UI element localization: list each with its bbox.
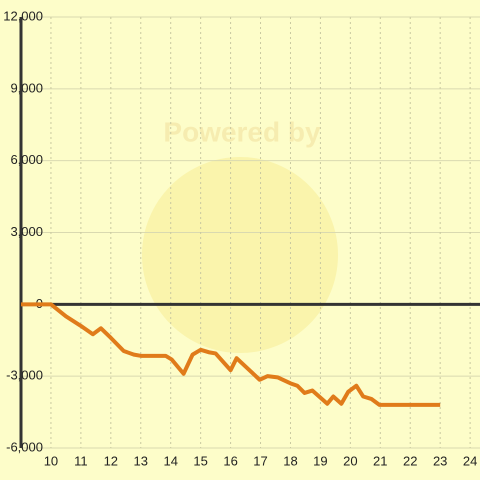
y-tick-label: 12,000 xyxy=(3,8,43,23)
watermark-logo xyxy=(142,157,338,353)
x-tick-label: 23 xyxy=(433,453,447,468)
x-tick-label: 13 xyxy=(134,453,148,468)
x-tick-label: 24 xyxy=(463,453,477,468)
x-tick-label: 12 xyxy=(104,453,118,468)
y-tick-label: -3,000 xyxy=(6,368,43,383)
x-tick-label: 11 xyxy=(74,453,88,468)
watermark: Powered by xyxy=(163,116,321,147)
x-tick-label: 18 xyxy=(283,453,297,468)
x-tick-label: 20 xyxy=(343,453,357,468)
x-tick-label: 21 xyxy=(373,453,387,468)
x-tick-label: 10 xyxy=(44,453,58,468)
y-tick-label: 9,000 xyxy=(10,80,43,95)
x-tick-label: 19 xyxy=(313,453,327,468)
x-tick-label: 14 xyxy=(163,453,177,468)
y-tick-label: 3,000 xyxy=(10,224,43,239)
x-tick-label: 16 xyxy=(223,453,237,468)
y-tick-label: -6,000 xyxy=(6,439,43,454)
x-tick-label: 15 xyxy=(193,453,207,468)
line xyxy=(21,302,441,407)
y-tick-label: 6,000 xyxy=(10,152,43,167)
x-tick-label: 17 xyxy=(253,453,267,468)
x-tick-label: 22 xyxy=(403,453,417,468)
